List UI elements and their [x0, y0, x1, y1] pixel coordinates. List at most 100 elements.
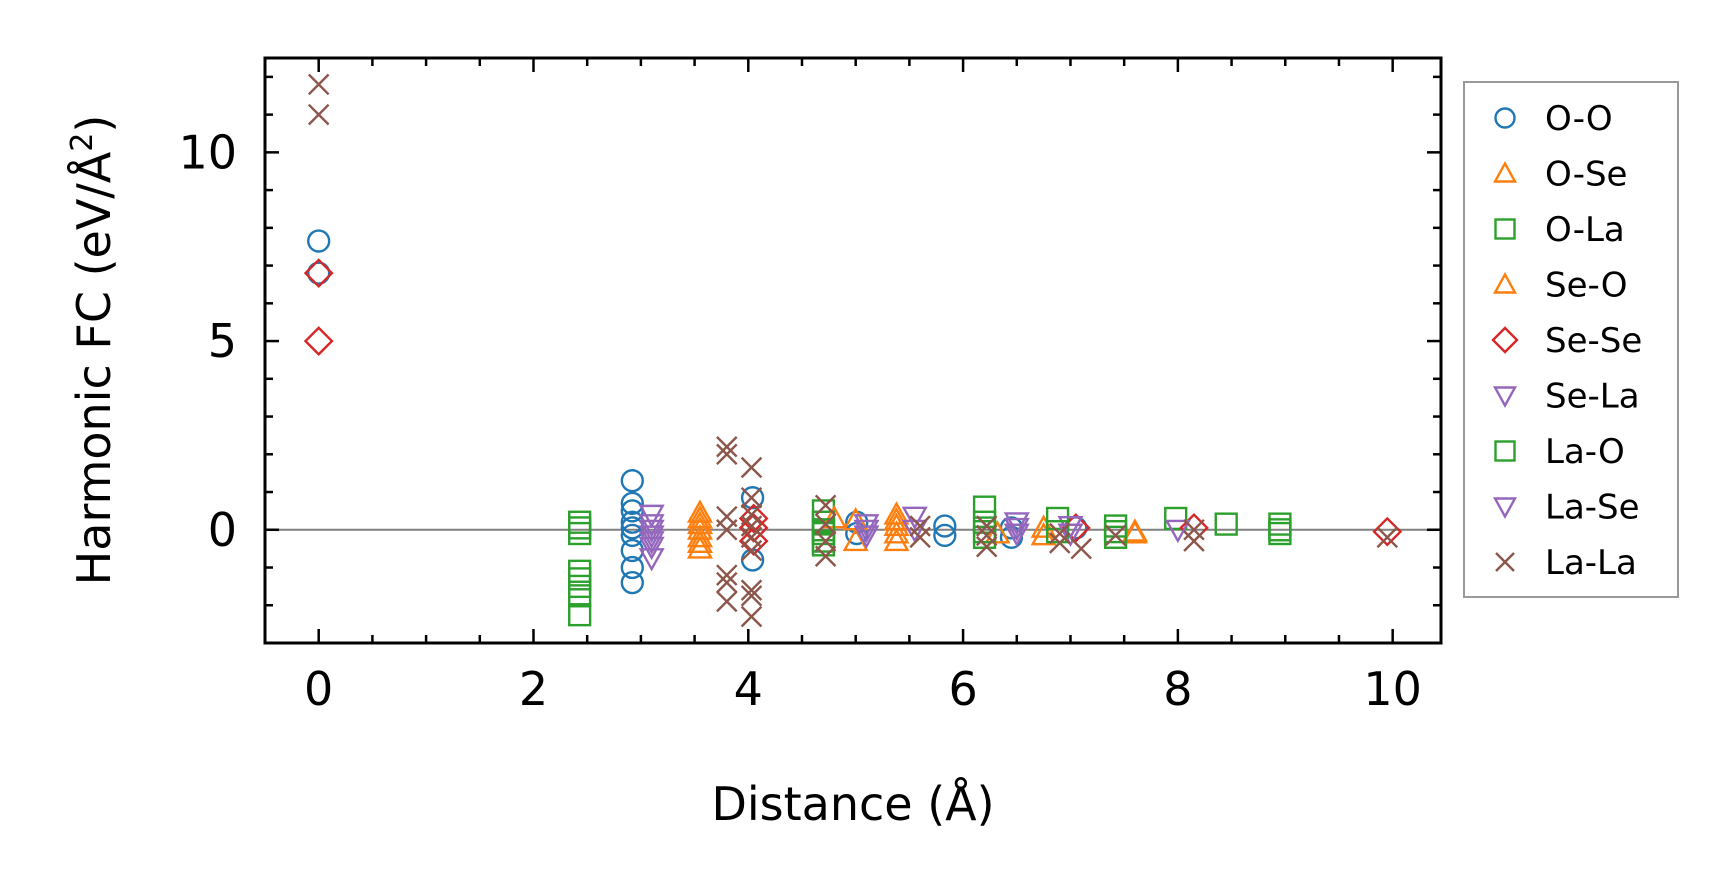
- legend-label: Se-O: [1545, 266, 1627, 306]
- data-point: [303, 326, 334, 356]
- data-point: [638, 525, 665, 549]
- data-point: [814, 494, 837, 516]
- data-point: [853, 519, 880, 544]
- data-point: [740, 456, 763, 479]
- legend-label: O-O: [1545, 99, 1613, 139]
- legend-item: O-La: [1494, 210, 1625, 250]
- data-point: [1048, 522, 1071, 545]
- data-point: [1104, 524, 1127, 547]
- data-point: [1030, 521, 1057, 546]
- tick-labels-layer: 0 2 4 6 8 10 0 5 10: [178, 125, 1421, 716]
- data-point: [1003, 517, 1030, 542]
- data-point: [1183, 530, 1205, 552]
- y-axis-label-superscript: 2: [65, 133, 100, 152]
- x-tick-label: 4: [734, 662, 763, 716]
- data-point: [740, 605, 763, 628]
- legend-item: O-Se: [1492, 155, 1627, 195]
- data-point: [1268, 518, 1292, 542]
- y-axis-label: Harmonic FC (eV/Å2): [65, 115, 121, 586]
- x-axis-label: Distance (Å): [711, 777, 994, 831]
- legend-marker: [1494, 440, 1516, 462]
- data-point: [853, 525, 880, 549]
- data-point: [568, 584, 592, 608]
- data-point: [568, 516, 592, 540]
- data-point: [620, 469, 644, 493]
- x-tick-label: 8: [1163, 662, 1192, 716]
- data-point: [568, 559, 592, 583]
- data-point: [303, 258, 334, 289]
- data-point: [620, 491, 644, 516]
- legend-label: O-La: [1545, 210, 1625, 250]
- legend-marker: [1492, 161, 1518, 183]
- legend-item: La-La: [1495, 543, 1637, 583]
- data-point: [1103, 520, 1128, 544]
- data-point: [686, 529, 713, 553]
- legend-marker: [1492, 386, 1518, 408]
- legend-item: O-O: [1494, 99, 1613, 139]
- data-point: [1045, 506, 1070, 531]
- legend-box: [1463, 81, 1679, 598]
- y-axis-label-end: ): [67, 115, 121, 133]
- data-point: [1057, 523, 1084, 548]
- series-o-o: [307, 229, 1088, 595]
- legend-marker: [1494, 107, 1516, 129]
- series-se-se: [303, 258, 1403, 556]
- data-point: [1164, 519, 1191, 544]
- data-point: [686, 516, 713, 540]
- legend-marker: [1492, 272, 1518, 294]
- data-point: [1003, 523, 1030, 548]
- data-point: [972, 520, 997, 544]
- data-point: [1070, 537, 1092, 560]
- legend-items: O-O O-Se O-La Se-O Se-Se Se-La La-O La-Se La-La: [1491, 99, 1642, 583]
- legend-label: La-Se: [1545, 488, 1640, 528]
- series-la-la: [307, 73, 1399, 628]
- data-point: [638, 548, 665, 572]
- data-point: [638, 514, 665, 538]
- data-point: [901, 506, 928, 531]
- legend-marker: [1495, 552, 1515, 572]
- data-point: [686, 499, 713, 523]
- data-point: [716, 590, 738, 613]
- data-point: [716, 435, 738, 458]
- data-point: [620, 510, 644, 534]
- data-point: [568, 603, 592, 627]
- data-point: [883, 506, 910, 531]
- data-point: [686, 535, 713, 559]
- data-point: [716, 571, 738, 594]
- data-point: [307, 103, 330, 126]
- series-la-o: [568, 516, 1292, 591]
- data-point: [307, 73, 330, 96]
- data-point: [883, 520, 910, 544]
- data-point: [620, 538, 644, 563]
- data-point: [811, 529, 836, 553]
- legend-item: Se-La: [1492, 377, 1640, 417]
- data-point: [975, 524, 998, 547]
- data-point: [740, 539, 763, 562]
- data-point: [814, 513, 837, 535]
- data-point: [933, 514, 957, 538]
- legend-label: La-O: [1545, 432, 1625, 472]
- data-point: [620, 516, 644, 540]
- data-point: [716, 519, 738, 541]
- x-tick-label: 6: [948, 662, 977, 716]
- data-point: [620, 555, 644, 580]
- data-point: [1030, 514, 1057, 538]
- data-point: [716, 443, 738, 466]
- series-se-la: [638, 504, 1191, 572]
- legend-item: Se-Se: [1491, 321, 1642, 361]
- y-tick-label: 10: [178, 125, 237, 179]
- data-point: [1164, 506, 1188, 531]
- data-point: [620, 570, 644, 595]
- data-point: [568, 567, 592, 591]
- data-point: [909, 526, 931, 549]
- legend-item: Se-O: [1492, 266, 1627, 306]
- data-points-layer: [303, 73, 1403, 628]
- x-tick-label: 0: [304, 662, 333, 716]
- legend-label: Se-La: [1545, 377, 1640, 417]
- series-la-se: [638, 517, 1084, 555]
- x-tick-label: 2: [519, 662, 548, 716]
- legend-item: La-O: [1494, 432, 1625, 472]
- legend: O-O O-Se O-La Se-O Se-Se Se-La La-O La-Se La-La: [1463, 81, 1679, 598]
- data-point: [933, 523, 957, 548]
